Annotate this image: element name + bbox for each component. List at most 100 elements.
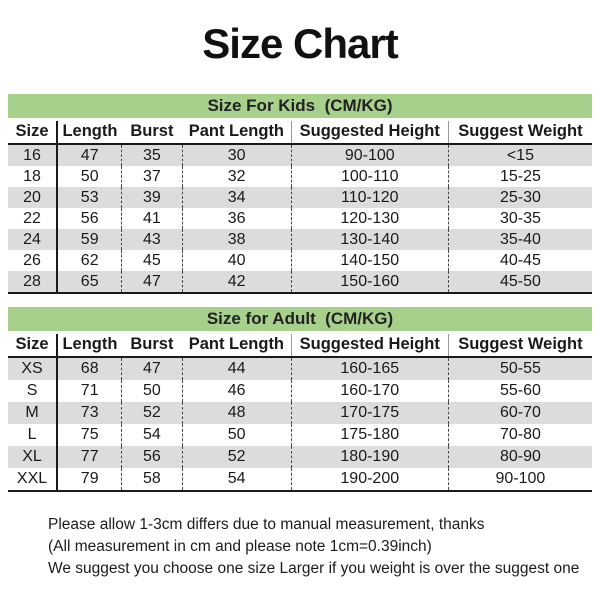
value-cell: 25-30 bbox=[499, 189, 541, 206]
value-cell: 190-200 bbox=[291, 468, 449, 491]
kids-size-section: Size For Kids (CM/KG) Size Length Burst Pan… bbox=[8, 94, 592, 294]
value-cell: 50 bbox=[121, 380, 183, 402]
value-cell: 41 bbox=[121, 208, 183, 229]
value-cell: 75 bbox=[57, 424, 123, 446]
value-cell: 55-60 bbox=[499, 382, 541, 399]
value-cell: 46 bbox=[182, 380, 292, 402]
value-cell: 140-150 bbox=[291, 250, 449, 271]
adult-section-header: Size for Adult (CM/KG) bbox=[8, 307, 592, 331]
value-cell: 130-140 bbox=[291, 229, 449, 250]
value-cell: 40 bbox=[182, 250, 292, 271]
page-title: Size Chart bbox=[202, 20, 398, 67]
value-cell: 62 bbox=[57, 250, 123, 271]
value-cell: 35 bbox=[121, 144, 183, 166]
value-cell: 160-170 bbox=[291, 380, 449, 402]
value-cell: 77 bbox=[57, 446, 123, 468]
value-cell: 38 bbox=[182, 229, 292, 250]
value-cell: 35-40 bbox=[499, 231, 541, 248]
size-cell: 22 bbox=[8, 208, 59, 229]
value-cell: 47 bbox=[121, 271, 183, 293]
value-cell: 100-110 bbox=[291, 166, 449, 187]
value-cell: 15-25 bbox=[499, 168, 541, 185]
size-cell: 28 bbox=[8, 271, 59, 293]
size-cell: XXL bbox=[8, 468, 59, 491]
value-cell: 45-50 bbox=[499, 273, 541, 290]
note-line: (All measurement in cm and please note 1… bbox=[48, 538, 432, 555]
size-cell: XL bbox=[8, 446, 59, 468]
size-cell: 24 bbox=[8, 229, 59, 250]
table-row: 16 47 35 30 90-100 <15 bbox=[8, 144, 592, 166]
column-header-burst: Burst bbox=[121, 121, 182, 145]
value-cell: 80-90 bbox=[499, 448, 541, 465]
value-cell: 60-70 bbox=[499, 404, 541, 421]
value-cell: 47 bbox=[57, 144, 123, 166]
size-cell: 26 bbox=[8, 250, 59, 271]
value-cell: 160-165 bbox=[291, 357, 449, 380]
note-line: We suggest you choose one size Larger if… bbox=[48, 560, 580, 577]
value-cell: 50 bbox=[57, 166, 123, 187]
column-header-suggest-weight: Suggest Weight bbox=[448, 334, 592, 358]
size-cell: M bbox=[8, 402, 59, 424]
column-header-suggested-height: Suggested Height bbox=[291, 334, 449, 358]
value-cell: 48 bbox=[182, 402, 292, 424]
value-cell: 56 bbox=[57, 208, 123, 229]
value-cell: 68 bbox=[57, 357, 123, 380]
column-header-suggested-height: Suggested Height bbox=[291, 121, 449, 145]
value-cell: 150-160 bbox=[291, 271, 449, 293]
value-cell: 54 bbox=[182, 468, 292, 491]
value-cell: 37 bbox=[121, 166, 183, 187]
value-cell: 40-45 bbox=[499, 252, 541, 269]
value-cell: 110-120 bbox=[291, 187, 449, 208]
value-cell: 43 bbox=[121, 229, 183, 250]
value-cell: 52 bbox=[182, 446, 292, 468]
value-cell: 175-180 bbox=[291, 424, 449, 446]
adult-header-row: Size Length Burst Pant Length Suggested Heig… bbox=[8, 334, 592, 358]
adult-size-table: Size Length Burst Pant Length Suggested Heig… bbox=[8, 334, 592, 492]
column-header-pant-length: Pant Length bbox=[182, 121, 292, 145]
value-cell: 90-100 bbox=[291, 144, 449, 166]
size-cell: 20 bbox=[8, 187, 59, 208]
table-row: XL 77 56 52 180-190 80-90 bbox=[8, 446, 592, 468]
measurement-notes: Please allow 1-3cm differs due to manual… bbox=[48, 514, 600, 580]
column-header-size: Size bbox=[8, 121, 59, 145]
size-cell: 18 bbox=[8, 166, 59, 187]
kids-section-header: Size For Kids (CM/KG) bbox=[8, 94, 592, 118]
value-cell: 32 bbox=[182, 166, 292, 187]
value-cell: 70-80 bbox=[499, 426, 541, 443]
value-cell: 50 bbox=[182, 424, 292, 446]
value-cell: 52 bbox=[121, 402, 183, 424]
column-header-burst: Burst bbox=[121, 334, 182, 358]
kids-size-table: Size Length Burst Pant Length Suggested Heig… bbox=[8, 121, 592, 294]
table-row: M 73 52 48 170-175 60-70 bbox=[8, 402, 592, 424]
value-cell: 45 bbox=[121, 250, 183, 271]
adult-size-section: Size for Adult (CM/KG) Size Length Burst Pa… bbox=[8, 307, 592, 492]
value-cell: 53 bbox=[57, 187, 123, 208]
value-cell: 30-35 bbox=[499, 210, 541, 227]
table-row: 22 56 41 36 120-130 30-35 bbox=[8, 208, 592, 229]
value-cell: 50-55 bbox=[499, 360, 541, 377]
column-header-suggest-weight: Suggest Weight bbox=[448, 121, 592, 145]
value-cell: 79 bbox=[57, 468, 123, 491]
column-header-pant-length: Pant Length bbox=[182, 334, 292, 358]
value-cell: 71 bbox=[57, 380, 123, 402]
value-cell: 58 bbox=[121, 468, 183, 491]
value-cell: 54 bbox=[121, 424, 183, 446]
table-row: S 71 50 46 160-170 55-60 bbox=[8, 380, 592, 402]
table-row: 24 59 43 38 130-140 35-40 bbox=[8, 229, 592, 250]
note-line: Please allow 1-3cm differs due to manual… bbox=[48, 516, 485, 533]
table-row: 20 53 39 34 110-120 25-30 bbox=[8, 187, 592, 208]
value-cell: 42 bbox=[182, 271, 292, 293]
table-row: XXL 79 58 54 190-200 90-100 bbox=[8, 468, 592, 491]
kids-header-row: Size Length Burst Pant Length Suggested Heig… bbox=[8, 121, 592, 145]
value-cell: 47 bbox=[121, 357, 183, 380]
value-cell: 120-130 bbox=[291, 208, 449, 229]
size-cell: L bbox=[8, 424, 59, 446]
table-row: L 75 54 50 175-180 70-80 bbox=[8, 424, 592, 446]
table-row: XS 68 47 44 160-165 50-55 bbox=[8, 357, 592, 380]
value-cell: 30 bbox=[182, 144, 292, 166]
value-cell: 73 bbox=[57, 402, 123, 424]
value-cell: 34 bbox=[182, 187, 292, 208]
value-cell: 59 bbox=[57, 229, 123, 250]
value-cell: 44 bbox=[182, 357, 292, 380]
value-cell: <15 bbox=[506, 147, 534, 164]
